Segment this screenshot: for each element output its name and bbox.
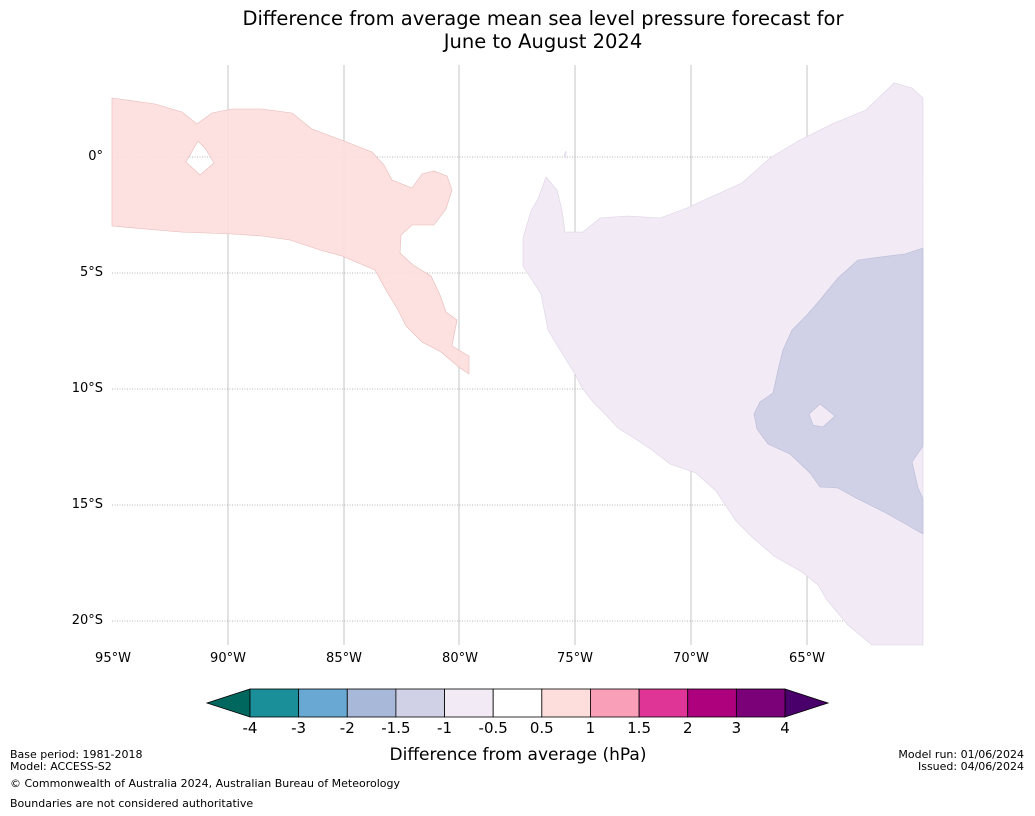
issued-date: Issued: 04/06/2024 bbox=[917, 760, 1024, 773]
lat-label-15s: 15°S bbox=[71, 497, 103, 512]
map-title-line1: Difference from average mean sea level p… bbox=[242, 7, 844, 30]
colorbar-tick-label: -1.5 bbox=[381, 719, 411, 737]
lat-label-0: 0° bbox=[88, 149, 103, 164]
boundaries-note: Boundaries are not considered authoritat… bbox=[10, 797, 254, 810]
colorbar-tick-label: 1 bbox=[585, 719, 596, 737]
colorbar-title: Difference from average (hPa) bbox=[389, 745, 647, 765]
lon-label-95w: 95°W bbox=[95, 651, 131, 666]
colorbar-tick-label: 2 bbox=[682, 719, 693, 737]
lon-label-70w: 70°W bbox=[673, 651, 709, 666]
colorbar-tick-label: -1 bbox=[437, 719, 453, 737]
lat-label-5s: 5°S bbox=[79, 265, 103, 280]
colorbar-tick-label: 3 bbox=[731, 719, 742, 737]
colorbar-tick-label: -4 bbox=[242, 719, 258, 737]
colorbar-tick-label: -3 bbox=[291, 719, 307, 737]
model-run: Model run: 01/06/2024 bbox=[898, 748, 1024, 761]
colorbar-tick-label: 4 bbox=[780, 719, 790, 737]
footer-right: Model run: 01/06/2024 Issued: 04/06/2024 bbox=[898, 749, 1024, 773]
colorbar-tick-label: 0.5 bbox=[529, 719, 554, 737]
map-title: Difference from average mean sea level p… bbox=[0, 7, 1035, 53]
lon-label-75w: 75°W bbox=[557, 651, 593, 666]
copyright: © Commonwealth of Australia 2024, Austra… bbox=[10, 777, 400, 790]
base-period: Base period: 1981-2018 bbox=[10, 748, 143, 761]
lat-label-20s: 20°S bbox=[71, 613, 103, 628]
footer-left: Base period: 1981-2018 Model: ACCESS-S2 bbox=[10, 749, 142, 773]
anomaly-region-negative-medium bbox=[753, 247, 924, 535]
colorbar-tick-label: -2 bbox=[339, 719, 355, 737]
map-title-line2: June to August 2024 bbox=[443, 30, 643, 53]
lat-label-10s: 10°S bbox=[71, 381, 103, 396]
lon-label-80w: 80°W bbox=[442, 651, 478, 666]
colorbar-tick-label: -0.5 bbox=[478, 719, 508, 737]
anomaly-region-negative-light bbox=[522, 82, 924, 646]
lon-label-90w: 90°W bbox=[210, 651, 246, 666]
anomaly-region-positive bbox=[111, 97, 470, 375]
lon-label-65w: 65°W bbox=[789, 651, 825, 666]
colorbar-tick-label: 1.5 bbox=[627, 719, 651, 737]
lon-label-85w: 85°W bbox=[326, 651, 362, 666]
model-name: Model: ACCESS-S2 bbox=[10, 760, 112, 773]
